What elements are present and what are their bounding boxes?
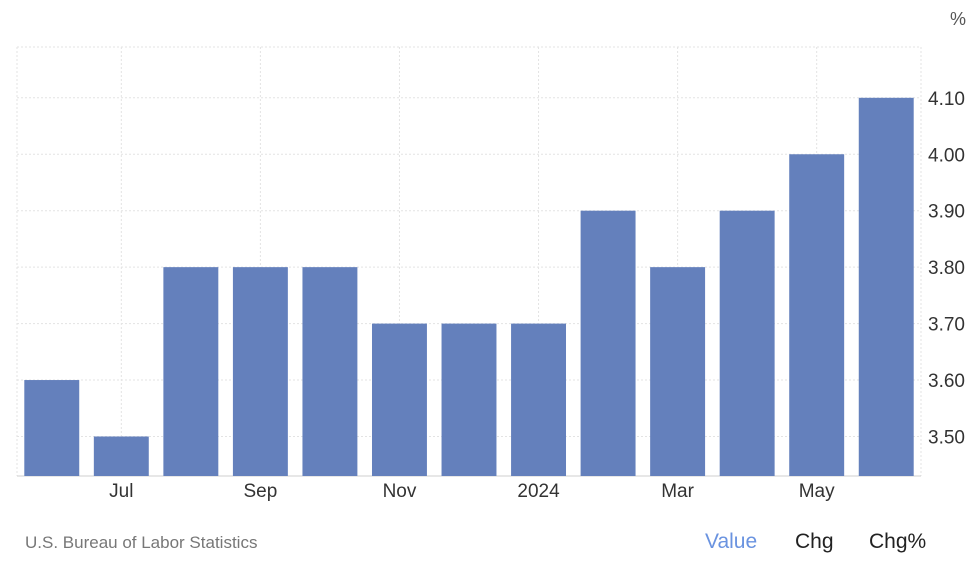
y-tick-label: 4.00 bbox=[928, 145, 965, 166]
bar[interactable] bbox=[24, 380, 80, 476]
y-tick-label: 3.80 bbox=[928, 258, 965, 279]
y-axis: 3.50 3.60 3.70 3.80 3.90 4.00 4.10 bbox=[928, 89, 965, 449]
x-tick-label: Mar bbox=[661, 481, 694, 502]
x-tick-label: Jul bbox=[109, 481, 133, 502]
chg-toggle[interactable]: Chg bbox=[795, 530, 834, 553]
y-tick-label: 3.90 bbox=[928, 202, 965, 223]
y-tick-label: 3.60 bbox=[928, 371, 965, 392]
x-tick-label: 2024 bbox=[517, 481, 560, 502]
source-label: U.S. Bureau of Labor Statistics bbox=[25, 533, 258, 552]
bar[interactable] bbox=[302, 267, 358, 476]
value-toggle[interactable]: Value bbox=[705, 530, 758, 553]
bar[interactable] bbox=[163, 267, 219, 476]
x-tick-label: Nov bbox=[383, 481, 417, 502]
bar[interactable] bbox=[441, 323, 497, 476]
bar[interactable] bbox=[511, 323, 567, 476]
bar[interactable] bbox=[93, 436, 149, 476]
x-tick-label: May bbox=[799, 481, 835, 502]
bar-chart: 3.50 3.60 3.70 3.80 3.90 4.00 4.10 Jul Sep Nov 20… bbox=[16, 9, 966, 502]
chg-percent-toggle[interactable]: Chg% bbox=[869, 530, 927, 553]
y-tick-label: 3.70 bbox=[928, 315, 965, 336]
bar[interactable] bbox=[858, 97, 914, 476]
y-tick-label: 4.10 bbox=[928, 89, 965, 110]
bars bbox=[24, 97, 914, 476]
bar[interactable] bbox=[650, 267, 706, 476]
x-tick-label: Sep bbox=[243, 481, 277, 502]
bar[interactable] bbox=[371, 323, 427, 476]
bar[interactable] bbox=[789, 154, 845, 476]
y-tick-label: 3.50 bbox=[928, 427, 965, 448]
bar[interactable] bbox=[232, 267, 288, 476]
x-axis: Jul Sep Nov 2024 Mar May bbox=[109, 481, 835, 502]
bar[interactable] bbox=[719, 210, 775, 476]
bar[interactable] bbox=[580, 210, 636, 476]
y-unit-label: % bbox=[950, 9, 966, 29]
